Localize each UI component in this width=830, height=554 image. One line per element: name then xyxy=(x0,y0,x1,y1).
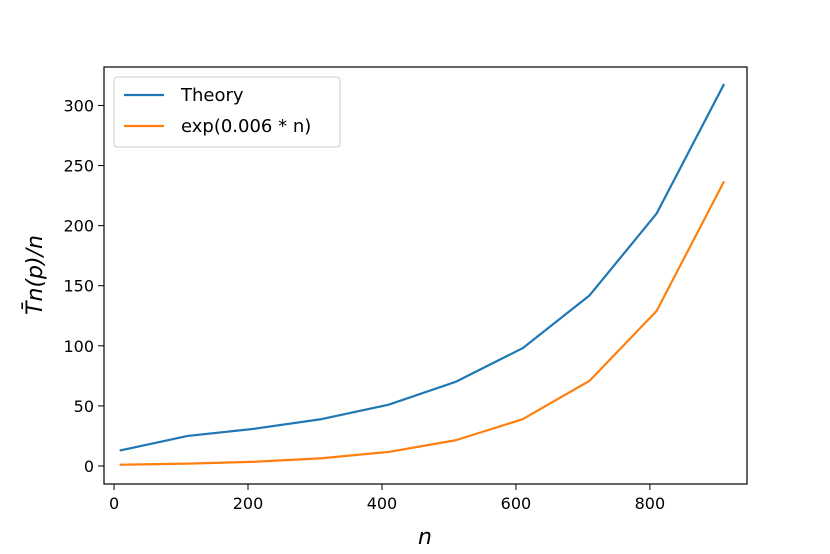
y-tick-label: 0 xyxy=(84,457,94,476)
y-tick-label: 50 xyxy=(74,397,94,416)
legend-label-theory: Theory xyxy=(180,85,244,106)
x-tick-label: 200 xyxy=(233,494,264,513)
y-tick-label: 150 xyxy=(63,277,94,296)
y-tick-label: 200 xyxy=(63,217,94,236)
y-axis-ticks: 0 50 100 150 200 250 300 xyxy=(63,96,104,476)
x-axis-label: n xyxy=(418,525,432,550)
x-tick-label: 800 xyxy=(635,494,666,513)
legend-label-exp: exp(0.006 * n) xyxy=(181,116,311,137)
plot-area-frame xyxy=(103,66,748,485)
x-axis-ticks: 0 200 400 600 800 xyxy=(109,484,665,513)
series-line-exp xyxy=(119,180,726,466)
x-tick-label: 400 xyxy=(367,494,398,513)
x-tick-label: 600 xyxy=(501,494,532,513)
x-tick-label: 0 xyxy=(109,494,119,513)
y-tick-label: 250 xyxy=(63,157,94,176)
legend-box xyxy=(113,76,341,148)
series-lines xyxy=(119,83,726,466)
legend: Theory exp(0.006 * n) xyxy=(113,76,341,148)
y-axis-label: T̄n(p)/n xyxy=(22,235,48,315)
series-line-theory xyxy=(119,83,726,452)
y-tick-label: 100 xyxy=(63,337,94,356)
y-tick-label: 300 xyxy=(63,96,94,115)
